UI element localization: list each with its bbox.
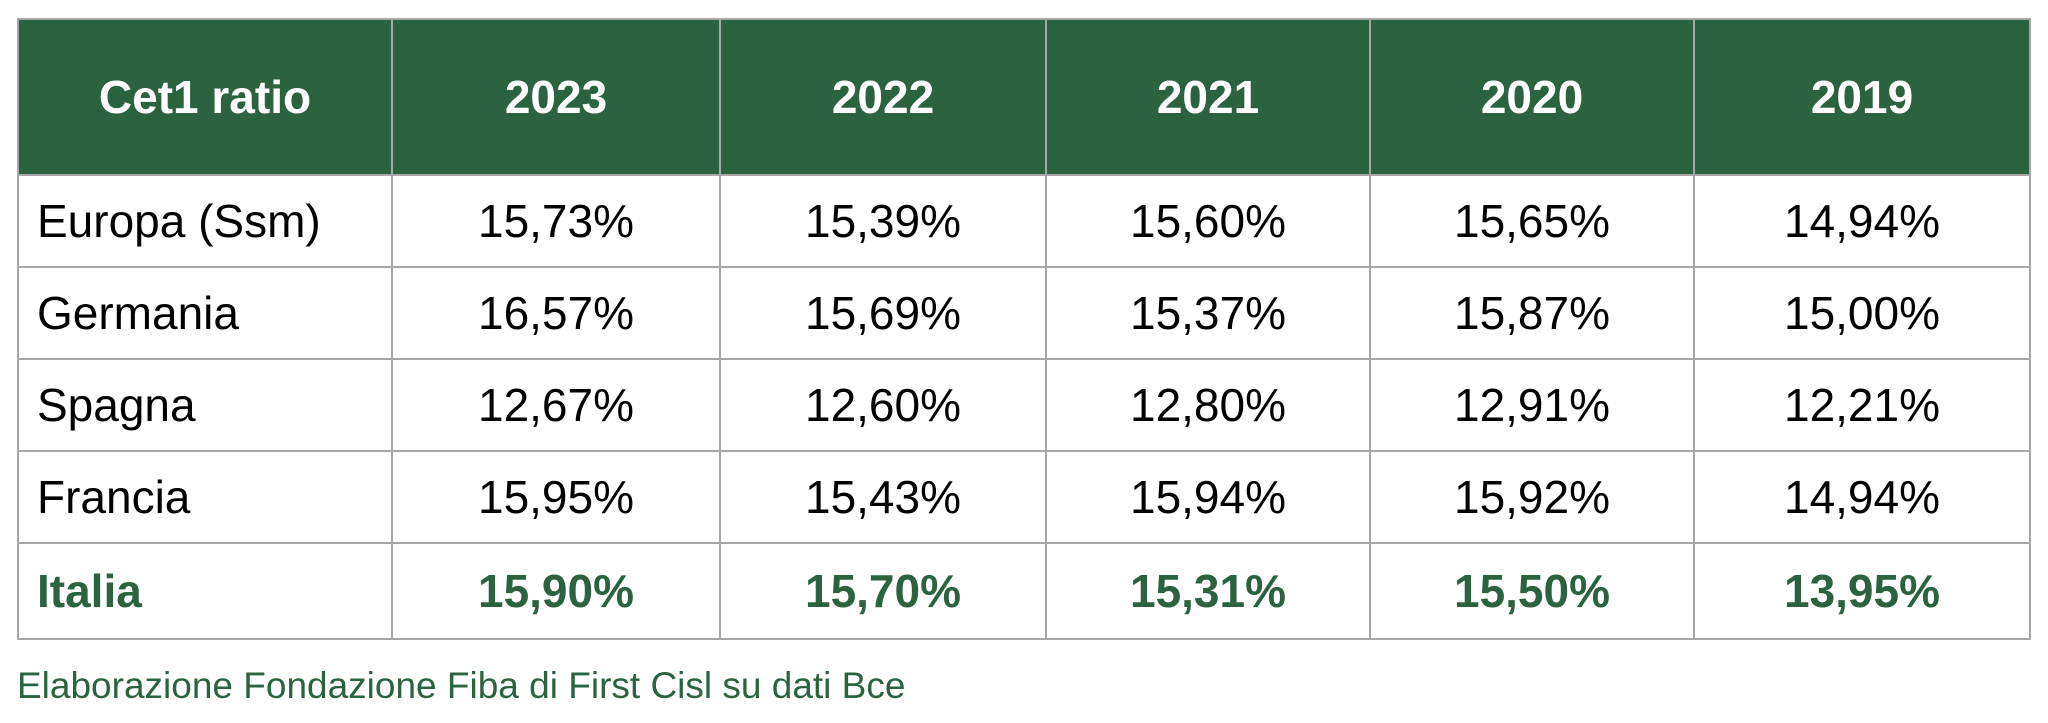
table-cell: 15,92% <box>1369 450 1695 544</box>
row-label: Germania <box>17 266 393 360</box>
table-cell: 12,21% <box>1693 358 2031 452</box>
table-cell: 15,87% <box>1369 266 1695 360</box>
table-cell: 16,57% <box>391 266 721 360</box>
table-cell: 12,91% <box>1369 358 1695 452</box>
table-cell: 12,67% <box>391 358 721 452</box>
table-cell: 15,50% <box>1369 542 1695 640</box>
year-header: 2022 <box>719 18 1047 176</box>
table-cell: 15,37% <box>1045 266 1371 360</box>
corner-header: Cet1 ratio <box>17 18 393 176</box>
table-cell: 15,00% <box>1693 266 2031 360</box>
table-row: Germania 16,57% 15,69% 15,37% 15,87% 15,… <box>17 266 2031 360</box>
table-cell: 15,39% <box>719 174 1047 268</box>
table-cell: 14,94% <box>1693 174 2031 268</box>
table-cell: 15,94% <box>1045 450 1371 544</box>
table-row-highlighted: Italia 15,90% 15,70% 15,31% 15,50% 13,95… <box>17 542 2031 640</box>
cet1-ratio-table: Cet1 ratio 2023 2022 2021 2020 2019 Euro… <box>17 18 2031 640</box>
row-label: Francia <box>17 450 393 544</box>
table-cell: 15,73% <box>391 174 721 268</box>
table-row: Francia 15,95% 15,43% 15,94% 15,92% 14,9… <box>17 450 2031 544</box>
table-cell: 15,60% <box>1045 174 1371 268</box>
year-header: 2019 <box>1693 18 2031 176</box>
table-cell: 15,65% <box>1369 174 1695 268</box>
table-row: Spagna 12,67% 12,60% 12,80% 12,91% 12,21… <box>17 358 2031 452</box>
table-cell: 15,43% <box>719 450 1047 544</box>
source-note: Elaborazione Fondazione Fiba di First Ci… <box>17 665 906 706</box>
table-cell: 12,60% <box>719 358 1047 452</box>
year-header: 2023 <box>391 18 721 176</box>
table-cell: 15,69% <box>719 266 1047 360</box>
row-label: Spagna <box>17 358 393 452</box>
year-header: 2020 <box>1369 18 1695 176</box>
table-cell: 15,31% <box>1045 542 1371 640</box>
row-label: Italia <box>17 542 393 640</box>
year-header: 2021 <box>1045 18 1371 176</box>
table-cell: 13,95% <box>1693 542 2031 640</box>
table-cell: 15,95% <box>391 450 721 544</box>
row-label: Europa (Ssm) <box>17 174 393 268</box>
table-cell: 15,70% <box>719 542 1047 640</box>
table-cell: 14,94% <box>1693 450 2031 544</box>
table-row: Europa (Ssm) 15,73% 15,39% 15,60% 15,65%… <box>17 174 2031 268</box>
table-cell: 15,90% <box>391 542 721 640</box>
table-cell: 12,80% <box>1045 358 1371 452</box>
header-row: Cet1 ratio 2023 2022 2021 2020 2019 <box>17 18 2031 176</box>
